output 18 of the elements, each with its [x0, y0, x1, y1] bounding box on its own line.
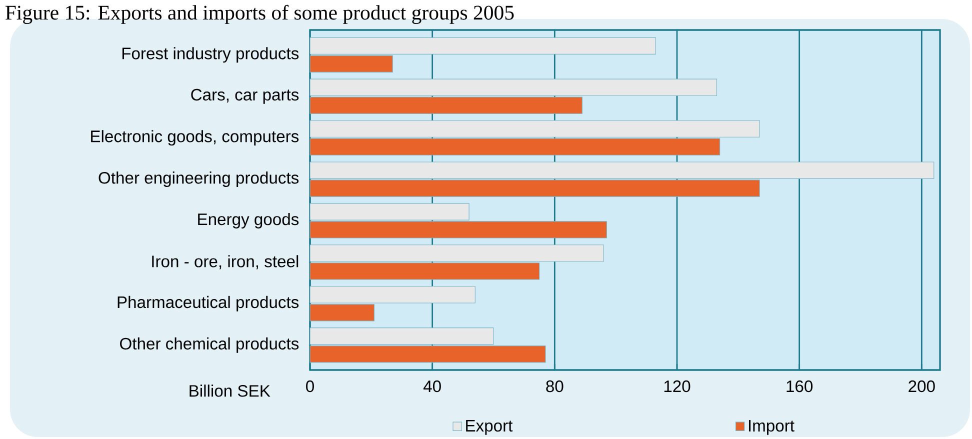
- x-tick-label: 160: [786, 380, 813, 392]
- y-tick-label: Energy goods: [198, 213, 299, 228]
- x-tick-label: 40: [423, 380, 441, 392]
- y-tick-label: Pharmaceutical products: [118, 296, 299, 312]
- x-tick-label: 0: [306, 380, 314, 392]
- x-tick-label: 80: [546, 380, 564, 392]
- y-tick-label: Forest industry products: [122, 47, 299, 63]
- legend-label: Import: [748, 420, 794, 435]
- y-tick-label: Other chemical products: [120, 337, 299, 353]
- y-tick-label: Electronic goods, computers: [91, 130, 299, 146]
- legend-label: Export: [466, 420, 513, 435]
- chart-title: Figure 15: Exports and imports of some product groups 2005: [5, 4, 514, 24]
- x-tick-label: 120: [664, 380, 690, 392]
- y-tick-label: Cars, car parts: [191, 88, 299, 104]
- x-tick-label: 200: [908, 380, 935, 392]
- y-tick-label: Iron - ore, iron, steel: [152, 255, 298, 270]
- y-tick-label: Other engineering products: [98, 172, 299, 188]
- x-axis-title: Billion SEK: [190, 384, 270, 397]
